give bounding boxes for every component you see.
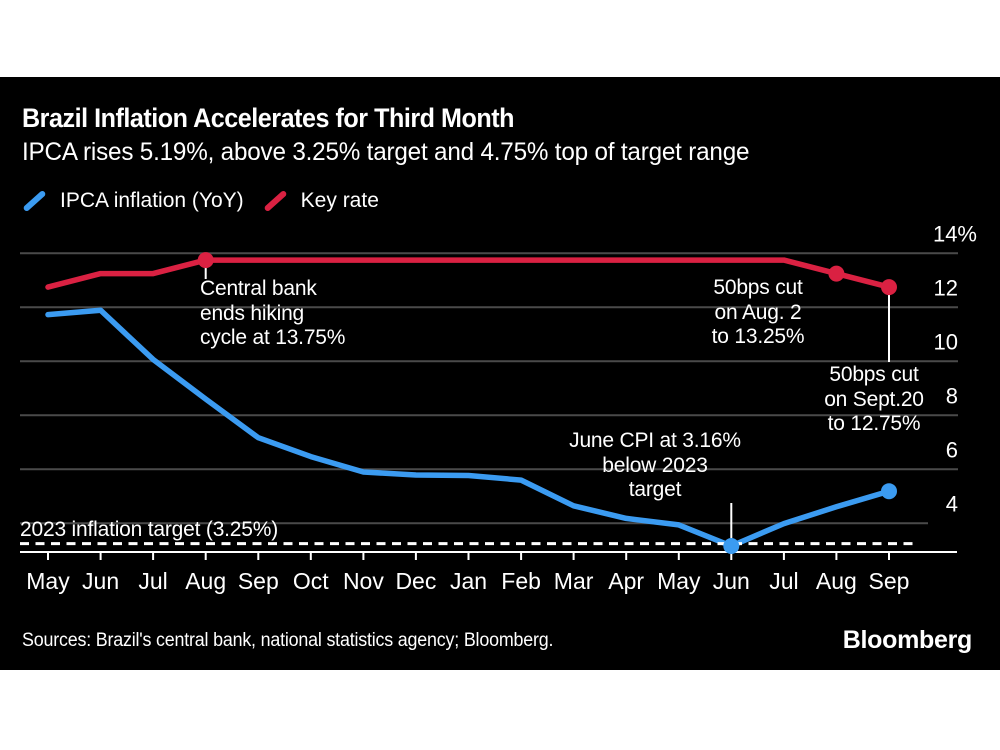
annotation-line: 50bps cut [713, 276, 803, 299]
legend-label: IPCA inflation (YoY) [60, 189, 244, 212]
x-tick-label: Oct [293, 568, 329, 594]
chart-legend: IPCA inflation (YoY) Key rate [21, 187, 379, 215]
target-line-label: 2023 inflation target (3.25%) [20, 518, 279, 541]
y-tick-label: 6 [946, 437, 958, 462]
x-tick-label: Aug [185, 568, 226, 594]
annotation-line: on Aug. 2 [714, 300, 802, 324]
x-tick-label: Jun [713, 568, 750, 594]
sources-note: Sources: Brazil's central bank, national… [22, 630, 554, 651]
x-tick-label: May [26, 568, 70, 594]
legend-item-key-rate: Key rate [262, 189, 379, 213]
x-tick-label: Aug [816, 568, 857, 594]
annotation-june-cpi: June CPI at 3.16% below 2023 target [565, 429, 745, 503]
annotation-line: on Sept.20 [824, 387, 924, 411]
chart-canvas: 14% 12 10 8 6 4 May Jun Jul Aug Sep Oct Nov Dec Jan Feb… [20, 221, 977, 594]
annotation-line: to 13.25% [711, 325, 805, 348]
chart-subtitle: IPCA rises 5.19%, above 3.25% target and… [22, 138, 750, 166]
annotation-line: cycle at 13.75% [200, 326, 346, 349]
x-tick-label: Sep [238, 568, 279, 594]
annotation-line: June CPI at 3.16% [569, 429, 741, 452]
x-tick-label: Nov [343, 568, 384, 594]
chart-title: Brazil Inflation Accelerates for Third M… [22, 103, 515, 133]
x-tick-label: Jul [769, 568, 798, 594]
annotation-aug-cut: 50bps cut on Aug. 2 to 13.25% [668, 276, 848, 350]
annotation-sept-cut: 50bps cut on Sept.20 to 12.75% [784, 363, 964, 437]
bloomberg-logo: Bloomberg [842, 626, 973, 654]
x-tick-label: Sep [869, 568, 910, 594]
data-point [197, 252, 214, 269]
annotation-line: to 12.75% [827, 412, 921, 435]
x-tick-label: Dec [395, 568, 436, 594]
annotation-central-bank: Central bank ends hiking cycle at 13.75% [200, 277, 345, 351]
x-tick-label: May [657, 568, 701, 594]
y-tick-label: 12 [934, 275, 958, 300]
series-line [45, 257, 892, 290]
y-tick-label: 8 [946, 383, 958, 408]
annotation-line: target [628, 478, 682, 501]
x-tick-label: Jan [450, 568, 487, 594]
annotation-line: below 2023 [602, 453, 708, 477]
annotation-line: ends hiking [200, 301, 305, 325]
y-tick-label: 4 [946, 491, 958, 516]
x-tick-label: Jul [138, 568, 167, 594]
legend-label: Key rate [300, 189, 379, 212]
series-line [45, 307, 892, 549]
data-point [828, 265, 845, 282]
x-tick-label: Feb [501, 568, 541, 594]
x-tick-label: Mar [554, 568, 594, 594]
annotation-line: Central bank [200, 277, 317, 300]
legend-item-ipca: IPCA inflation (YoY) [21, 189, 244, 213]
data-point [881, 483, 897, 500]
x-tick-label: Apr [608, 568, 644, 594]
x-tick-label: Jun [82, 568, 119, 594]
y-tick-label: 10 [934, 329, 958, 354]
data-point [723, 538, 740, 554]
annotation-line: 50bps cut [829, 363, 919, 386]
data-point [881, 279, 897, 296]
y-tick-label: 14% [933, 221, 977, 246]
chart-panel: Brazil Inflation Accelerates for Third M… [0, 77, 1000, 670]
